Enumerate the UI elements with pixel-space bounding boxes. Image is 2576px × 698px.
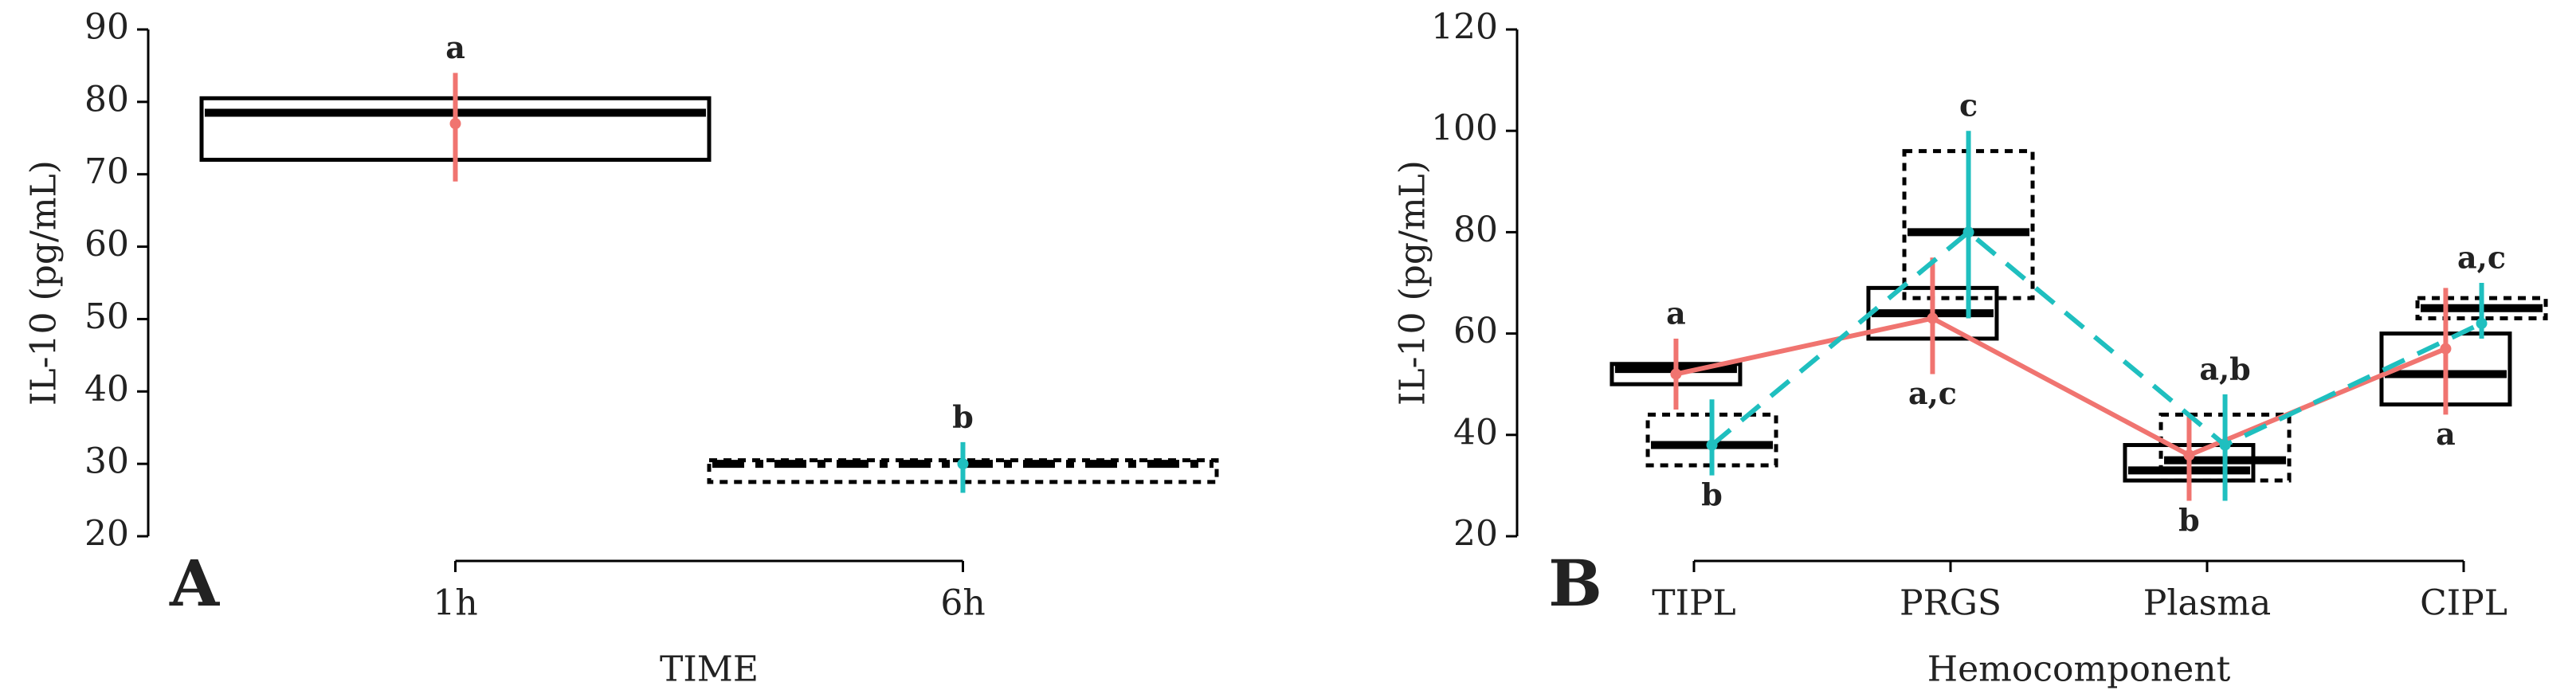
y-tick-label: 120 — [1431, 7, 1498, 48]
mean-point — [2219, 439, 2231, 451]
y-tick-label: 40 — [84, 369, 129, 410]
significance-letter: c — [1959, 88, 1978, 124]
x-tick-label: TIPL — [1652, 583, 1736, 624]
significance-letter: b — [2178, 502, 2200, 538]
mean-point — [2440, 343, 2452, 355]
y-tick-label: 80 — [1453, 210, 1498, 250]
mean-point — [2476, 317, 2488, 329]
y-tick-label: 90 — [84, 7, 129, 48]
y-tick-label: 40 — [1453, 412, 1498, 453]
mean-point — [2183, 449, 2195, 461]
significance-letter: a — [445, 29, 465, 65]
panel-label: A — [169, 546, 220, 621]
significance-letter: a,c — [2457, 240, 2506, 276]
significance-letter: b — [952, 398, 974, 434]
y-tick-label: 30 — [84, 441, 129, 482]
mean-point — [957, 458, 969, 470]
x-tick-label: PRGS — [1900, 583, 2002, 624]
mean-point — [1706, 439, 1718, 451]
mean-point — [449, 118, 461, 130]
box — [707, 458, 1219, 484]
x-axis-label: TIME — [660, 649, 759, 690]
x-axis-label: Hemocomponent — [1927, 649, 2231, 690]
x-tick-label: 1h — [433, 583, 477, 624]
y-tick-label: 60 — [1453, 311, 1498, 351]
x-tick-label: Plasma — [2143, 583, 2271, 624]
y-tick-label: 50 — [84, 296, 129, 337]
mean-line — [1675, 316, 2447, 458]
y-tick-label: 100 — [1431, 108, 1498, 149]
y-tick-label: 80 — [84, 79, 129, 120]
mean-point — [1962, 226, 1974, 238]
mean-point — [1927, 312, 1939, 324]
significance-letter: a — [2436, 416, 2456, 452]
y-tick-label: 70 — [84, 151, 129, 192]
mean-line — [1710, 229, 2483, 449]
panel-label: B — [1548, 546, 1602, 621]
y-axis-label: IL-10 (pg/mL) — [1393, 160, 1433, 406]
significance-letter: a,c — [1908, 375, 1957, 411]
x-tick-label: CIPL — [2420, 583, 2507, 624]
y-tick-label: 60 — [84, 224, 129, 265]
significance-letter: a,b — [2199, 351, 2250, 386]
mean-point — [1670, 368, 1682, 380]
x-tick-label: 6h — [940, 583, 985, 624]
significance-letter: a — [1666, 295, 1686, 331]
y-tick-label: 20 — [1453, 514, 1498, 555]
y-tick-label: 20 — [84, 514, 129, 555]
significance-letter: b — [1701, 476, 1723, 512]
y-axis-label: IL-10 (pg/mL) — [24, 160, 65, 406]
